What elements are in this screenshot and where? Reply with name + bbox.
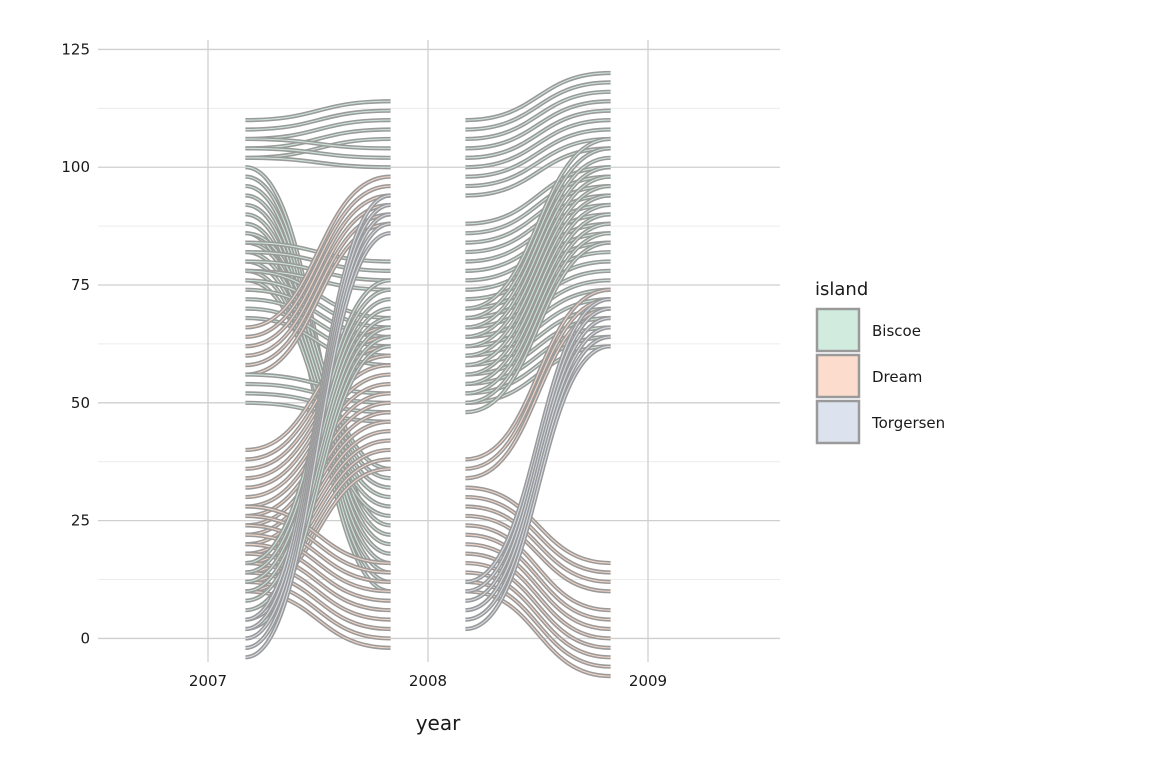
stream-fill <box>465 185 611 244</box>
stream-group-biscoe <box>465 108 611 198</box>
stream-fill <box>245 374 391 394</box>
stream-fill <box>465 242 611 413</box>
stream-fill <box>245 176 391 328</box>
stream-fill <box>465 308 611 479</box>
stream-fill <box>245 383 391 404</box>
stream-fill <box>465 298 611 470</box>
legend: island Biscoe Dream Torgersen <box>815 279 945 445</box>
stream-fill <box>245 571 391 630</box>
stream-fill <box>465 91 611 140</box>
x-tick-label: 2009 <box>629 672 667 690</box>
stream-fill <box>245 147 391 159</box>
stream-fill <box>245 185 391 338</box>
streams <box>245 70 611 679</box>
stream-fill <box>465 138 611 310</box>
stream-fill <box>465 185 611 357</box>
stream-fill <box>245 110 391 131</box>
stream-group-biscoe <box>465 136 611 415</box>
stream-fill <box>465 534 611 621</box>
stream-fill <box>245 562 391 621</box>
stream-group-dream <box>245 504 391 650</box>
stream-fill <box>245 298 391 347</box>
stream-fill <box>465 326 611 611</box>
stream-group-dream <box>465 485 611 594</box>
stream-fill <box>465 147 611 319</box>
stream-fill <box>245 553 391 611</box>
x-axis-title: year <box>416 711 461 735</box>
stream-group-torgersen <box>245 193 391 660</box>
stream-fill <box>465 487 611 564</box>
stream-fill <box>245 515 391 574</box>
y-tick-label: 100 <box>61 158 90 176</box>
stream-fill <box>465 308 611 592</box>
stream-fill <box>245 317 391 602</box>
stream-fill <box>245 194 391 347</box>
stream-fill <box>245 505 391 564</box>
y-tick-label: 0 <box>80 629 90 647</box>
stream-fill <box>465 213 611 385</box>
grid <box>98 40 780 662</box>
stream-fill <box>465 166 611 338</box>
stream-fill <box>465 232 611 404</box>
stream-fill <box>465 204 611 376</box>
stream-fill <box>465 166 611 225</box>
stream-fill <box>465 496 611 574</box>
stream-fill <box>465 147 611 197</box>
y-tick-label: 75 <box>71 276 90 294</box>
stream-fill <box>245 543 391 602</box>
stream-fill <box>465 543 611 630</box>
stream-fill <box>465 176 611 347</box>
stream-fill <box>465 100 611 149</box>
stream-fill <box>465 72 611 121</box>
stream-fill <box>245 157 391 168</box>
stream-fill <box>245 590 391 649</box>
stream-fill <box>465 524 611 611</box>
stream-group-dream <box>465 523 611 679</box>
stream-fill <box>465 345 611 630</box>
stream-group-biscoe <box>245 136 391 170</box>
stream-fill <box>465 289 611 460</box>
stream-fill <box>465 223 611 394</box>
stream-fill <box>465 194 611 366</box>
stream-fill <box>465 515 611 592</box>
stream-group-biscoe <box>245 268 391 368</box>
x-axis-ticks: 2007 2008 2009 <box>189 672 667 690</box>
legend-label-torgersen: Torgersen <box>871 414 945 432</box>
y-axis-ticks: 0 25 50 75 100 125 <box>61 40 90 647</box>
stream-fill <box>245 581 391 639</box>
stream-fill <box>245 308 391 357</box>
stream-fill <box>465 110 611 159</box>
stream-fill <box>465 128 611 178</box>
stream-fill <box>465 336 611 621</box>
y-tick-label: 125 <box>61 40 90 58</box>
stream-group-torgersen <box>465 297 611 632</box>
stream-fill <box>245 138 391 149</box>
legend-label-dream: Dream <box>872 368 922 386</box>
stream-fill <box>465 81 611 131</box>
stream-fill <box>465 138 611 187</box>
legend-label-biscoe: Biscoe <box>872 322 921 340</box>
stream-fill <box>465 553 611 639</box>
x-tick-label: 2008 <box>409 672 447 690</box>
stream-group-dream <box>465 287 611 481</box>
x-tick-label: 2007 <box>189 672 227 690</box>
stream-fill <box>465 119 611 168</box>
stream-fill <box>245 534 391 592</box>
legend-title: island <box>815 279 868 300</box>
stream-fill <box>465 317 611 602</box>
stream-fill <box>465 505 611 583</box>
stream-fill <box>465 176 611 234</box>
stream-fill <box>465 298 611 583</box>
legend-swatch-biscoe <box>815 307 861 353</box>
legend-swatch-dream <box>815 353 861 399</box>
legend-swatch-torgersen <box>815 399 861 445</box>
stream-fill <box>245 100 391 121</box>
stream-fill <box>245 524 391 583</box>
y-tick-label: 50 <box>71 394 90 412</box>
stream-fill <box>465 157 611 328</box>
y-tick-label: 25 <box>71 512 90 530</box>
stream-fill <box>245 232 391 658</box>
stream-fill <box>245 289 391 338</box>
